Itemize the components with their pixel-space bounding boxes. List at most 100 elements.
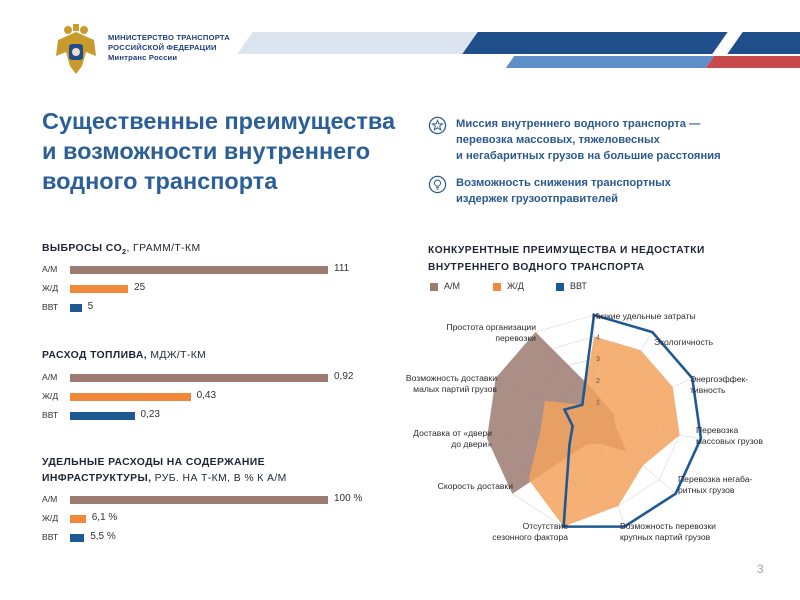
fuel-row-label: Ж/Д bbox=[42, 391, 59, 401]
infra-bar bbox=[70, 534, 85, 542]
radar-tick-label: 5 bbox=[596, 313, 600, 320]
radar-axis-label: Простота организации перевозки bbox=[446, 322, 536, 344]
emissions-bar-value: 111 bbox=[334, 263, 350, 274]
ministry-name: МИНИСТЕРСТВО ТРАНСПОРТА РОССИЙСКОЙ ФЕДЕР… bbox=[108, 33, 230, 63]
radar-axis-label-line-1: Скорость доставки bbox=[437, 481, 513, 491]
infra-bar bbox=[70, 515, 86, 523]
radar-axis-label-line-1: Перевозка негаба- bbox=[678, 474, 753, 484]
radar-axis-label-line-1: Возможность перевозки bbox=[620, 521, 716, 531]
page-title: Существенные преимущества и возможности … bbox=[42, 106, 402, 196]
infra-bar bbox=[70, 496, 328, 504]
emissions-bar bbox=[70, 285, 129, 293]
title-line-2: и возможности внутреннего bbox=[42, 138, 371, 164]
infra-heading: УДЕЛЬНЫЕ РАСХОДЫ НА СОДЕРЖАНИЕ ИНФРАСТРУ… bbox=[42, 455, 287, 487]
emissions-heading-text: ВЫБРОСЫ CO bbox=[42, 243, 123, 254]
page-number: 3 bbox=[757, 562, 764, 576]
infra-row-label: ВВТ bbox=[42, 532, 59, 542]
infra-heading-line-1: УДЕЛЬНЫЕ РАСХОДЫ НА СОДЕРЖАНИЕ bbox=[42, 457, 265, 468]
fuel-bar bbox=[70, 393, 191, 401]
radar-axis-label-line-2: перевозки bbox=[495, 333, 536, 343]
emissions-heading: ВЫБРОСЫ CO2, ГРАММ/Т-КМ bbox=[42, 241, 201, 261]
mission-line-3: и негабаритных грузов на большие расстоя… bbox=[456, 150, 721, 162]
radar-axis-label: Отсутствие сезонного фактора bbox=[492, 521, 568, 543]
radar-tick-label: 1 bbox=[596, 399, 600, 406]
fuel-row-label: ВВТ bbox=[42, 410, 59, 420]
legend-zd-swatch bbox=[493, 282, 501, 291]
title-line-1: Существенные преимущества bbox=[42, 108, 396, 134]
radar-axis-label: Доставка от «двери до двери» bbox=[413, 428, 492, 450]
radar-axis-label-line-1: Доставка от «двери bbox=[413, 428, 492, 438]
radar-axis-label: Перевозка негаба-ритных грузов bbox=[678, 474, 752, 496]
infra-bar-value: 100 % bbox=[334, 493, 363, 504]
fuel-bar-value: 0,43 bbox=[196, 390, 217, 401]
ministry-line-2: РОССИЙСКОЙ ФЕДЕРАЦИИ bbox=[108, 43, 217, 52]
radar-axis-label: Возможность доставки малых партий грузов bbox=[406, 373, 497, 395]
ministry-line-3: Минтранс России bbox=[108, 53, 178, 62]
radar-axis-label-line-2: тивность bbox=[690, 385, 726, 395]
radar-tick-label: 2 bbox=[596, 378, 600, 385]
emissions-row-label: Ж/Д bbox=[42, 283, 59, 293]
legend-am: А/М bbox=[430, 281, 460, 291]
radar-axis-label-line-1: Отсутствие bbox=[522, 521, 568, 531]
legend-vvt-label: ВВТ bbox=[570, 281, 587, 291]
emissions-bar-value: 25 bbox=[134, 282, 146, 293]
coat-of-arms-icon bbox=[56, 24, 96, 74]
fuel-bar-value: 0,92 bbox=[334, 371, 354, 382]
radar-tick-label: 4 bbox=[596, 335, 600, 342]
emissions-row-label: А/М bbox=[42, 264, 58, 274]
infra-bar-value: 6,1 % bbox=[91, 512, 118, 523]
mission-point: Миссия внутреннего водного транспорта — … bbox=[428, 116, 768, 166]
radar-axis-label: Экологичность bbox=[654, 337, 713, 348]
mission-line-2: перевозка массовых, тяжеловесных bbox=[456, 134, 660, 146]
fuel-heading-text: РАСХОД ТОПЛИВА, bbox=[42, 350, 148, 361]
radar-axis-label: Энергоэффек-тивность bbox=[690, 374, 748, 396]
infra-bar-value: 5,5 % bbox=[90, 531, 116, 542]
radar-axis-label-line-2: ритных грузов bbox=[678, 485, 735, 495]
radar-axis-label-line-2: крупных партий грузов bbox=[620, 532, 711, 542]
fuel-bar bbox=[70, 412, 135, 420]
radar-axis-label-line-1: Низкие удельные затраты bbox=[592, 311, 696, 321]
radar-series-vvt bbox=[562, 313, 703, 528]
lightbulb-icon bbox=[428, 175, 447, 194]
fuel-row-label: А/М bbox=[42, 372, 58, 382]
radar-axis-label: Перевозка массовых грузов bbox=[696, 425, 763, 447]
legend-vvt: ВВТ bbox=[556, 281, 587, 291]
legend-zd: Ж/Д bbox=[493, 281, 524, 291]
emissions-heading-unit: , ГРАММ/Т-КМ bbox=[126, 243, 201, 254]
fuel-heading-unit: МДЖ/Т-КМ bbox=[147, 350, 207, 361]
cost-line-2: издержек грузоотправителей bbox=[456, 193, 619, 205]
radar-chart-title: КОНКУРЕНТНЫЕ ПРЕИМУЩЕСТВА И НЕДОСТАТКИ В… bbox=[428, 242, 758, 276]
fuel-bar bbox=[70, 374, 328, 382]
radar-axis-label-line-1: Простота организации bbox=[446, 322, 536, 332]
fuel-heading: РАСХОД ТОПЛИВА, МДЖ/Т-КМ bbox=[42, 348, 206, 364]
radar-axis-label-line-1: Экологичность bbox=[654, 337, 714, 347]
radar-axis-label-line-1: Энергоэффек- bbox=[690, 374, 749, 384]
emissions-bar bbox=[70, 304, 82, 312]
legend-zd-label: Ж/Д bbox=[507, 281, 524, 291]
mission-line-1: Миссия внутреннего водного транспорта — bbox=[456, 118, 701, 130]
legend-am-swatch bbox=[430, 282, 438, 291]
emissions-heading-sub: 2 bbox=[122, 249, 127, 257]
radar-title-line-1: КОНКУРЕНТНЫЕ ПРЕИМУЩЕСТВА И НЕДОСТАТКИ bbox=[428, 245, 705, 256]
infra-heading-unit: РУБ. НА Т-КМ, В % К А/М bbox=[151, 473, 287, 484]
radar-title-line-2: ВНУТРЕННЕГО ВОДНОГО ТРАНСПОРТА bbox=[428, 262, 645, 273]
infra-heading-line-2: ИНФРАСТРУКТУРЫ, bbox=[42, 473, 152, 484]
emissions-bar bbox=[70, 266, 328, 274]
radar-tick-label: 3 bbox=[596, 356, 600, 363]
title-line-3: водного транспорта bbox=[42, 168, 278, 194]
radar-axis-label-line-2: сезонного фактора bbox=[492, 532, 568, 542]
cost-point: Возможность снижения транспортных издерж… bbox=[428, 175, 768, 209]
radar-axis-label: Возможность перевозки крупных партий груз… bbox=[620, 521, 716, 543]
radar-axis-label-line-2: массовых грузов bbox=[696, 436, 763, 446]
infra-row-label: А/М bbox=[42, 494, 58, 504]
radar-axis-label-line-1: Перевозка bbox=[696, 425, 739, 435]
radar-axis-label-line-2: до двери» bbox=[451, 439, 492, 449]
fuel-bar-value: 0,23 bbox=[140, 409, 160, 420]
legend-am-label: А/М bbox=[444, 281, 461, 291]
radar-axis-label-line-1: Возможность доставки bbox=[405, 373, 497, 383]
cost-line-1: Возможность снижения транспортных bbox=[456, 177, 671, 189]
star-icon bbox=[428, 116, 447, 135]
radar-axis-label: Скорость доставки bbox=[438, 481, 513, 492]
emissions-bar-value: 5 bbox=[87, 301, 94, 312]
